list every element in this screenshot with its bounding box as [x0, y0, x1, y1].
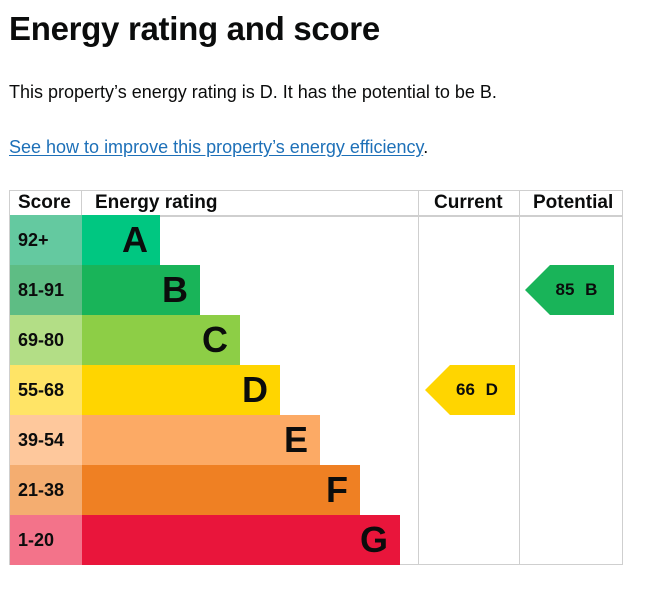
- band-score: 55-68: [10, 365, 82, 415]
- rating-summary: This property’s energy rating is D. It h…: [9, 82, 497, 102]
- page-title: Energy rating and score: [9, 10, 380, 47]
- band-bar: F: [82, 465, 360, 515]
- band-score: 1-20: [10, 515, 82, 565]
- band-bar: C: [82, 315, 240, 365]
- band-score: 69-80: [10, 315, 82, 365]
- band-bar: A: [82, 215, 160, 265]
- band-score: 39-54: [10, 415, 82, 465]
- band-bar: E: [82, 415, 320, 465]
- link-suffix: .: [423, 137, 429, 157]
- band-score: 81-91: [10, 265, 82, 315]
- band-bar: B: [82, 265, 200, 315]
- current-rating-arrow: 66 D: [425, 365, 515, 415]
- header-energy-rating: Energy rating: [95, 192, 218, 213]
- band-bar: D: [82, 365, 280, 415]
- band-score: 21-38: [10, 465, 82, 515]
- header-potential: Potential: [533, 192, 614, 213]
- potential-rating-arrow: 85 B: [525, 265, 614, 315]
- energy-rating-table: Score Energy rating Current Potential 92…: [9, 190, 623, 565]
- band-bar: G: [82, 515, 400, 565]
- header-score: Score: [18, 192, 71, 213]
- band-score: 92+: [10, 215, 82, 265]
- header-current: Current: [434, 192, 503, 213]
- improve-link-line: See how to improve this property’s energ…: [9, 137, 428, 158]
- header-divider: [10, 215, 622, 217]
- column-divider: [81, 191, 82, 215]
- column-divider: [519, 191, 520, 564]
- column-divider: [418, 191, 419, 564]
- improve-efficiency-link[interactable]: See how to improve this property’s energ…: [9, 137, 424, 157]
